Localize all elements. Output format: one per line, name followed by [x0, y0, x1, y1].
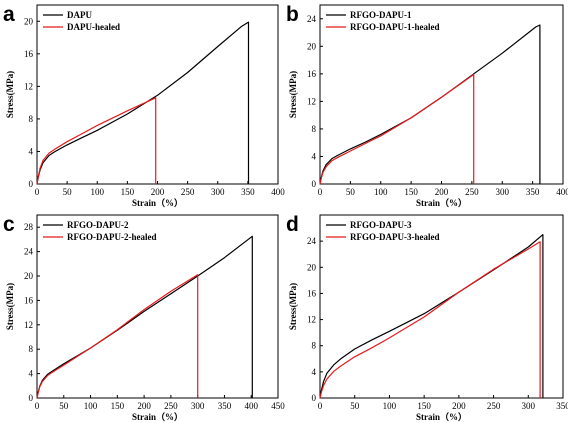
x-tick-label: 350 [218, 401, 232, 411]
y-tick-label: 12 [24, 81, 33, 91]
x-tick-label: 150 [404, 187, 418, 197]
x-tick-label: 250 [181, 187, 195, 197]
series-line-healed [319, 241, 541, 399]
legend-label: RFGO-DAPU-1-healed [350, 22, 440, 32]
y-tick-label: 16 [24, 295, 34, 305]
y-tick-label: 20 [307, 262, 317, 272]
plot-frame [319, 214, 564, 399]
x-tick-label: 350 [241, 187, 255, 197]
y-tick-label: 4 [29, 146, 34, 156]
y-tick-label: 20 [24, 271, 34, 281]
y-axis-title: Stress(MPa) [5, 71, 15, 118]
series-line-healed [319, 73, 475, 185]
x-tick-label: 200 [151, 187, 165, 197]
y-tick-label: 20 [307, 41, 317, 51]
y-tick-label: 8 [29, 344, 34, 354]
legend-label: RFGO-DAPU-1 [350, 10, 412, 20]
x-tick-label: 50 [59, 401, 69, 411]
x-tick-label: 200 [137, 401, 151, 411]
x-tick-label: 400 [271, 187, 285, 197]
y-tick-label: 8 [29, 114, 34, 124]
plot-frame [36, 214, 279, 399]
x-axis-title: Strain（%） [132, 412, 183, 422]
x-tick-label: 0 [35, 401, 40, 411]
series-line-original [319, 24, 541, 185]
x-tick-label: 50 [346, 187, 356, 197]
x-tick-label: 200 [452, 401, 466, 411]
y-tick-label: 12 [24, 320, 33, 330]
x-tick-label: 0 [35, 187, 40, 197]
x-axis-title: Strain（%） [132, 198, 183, 208]
y-tick-label: 4 [312, 367, 317, 377]
legend-label: RFGO-DAPU-3 [350, 220, 412, 230]
x-tick-label: 100 [84, 401, 98, 411]
y-tick-label: 0 [29, 179, 34, 189]
y-axis-title: Stress(MPa) [288, 283, 298, 330]
legend-label: RFGO-DAPU-2 [67, 220, 129, 230]
y-tick-label: 12 [307, 315, 316, 325]
panel-letter: c [3, 213, 15, 236]
x-tick-label: 200 [435, 187, 449, 197]
y-tick-label: 24 [307, 14, 317, 24]
x-tick-label: 300 [496, 187, 510, 197]
y-tick-label: 0 [312, 179, 317, 189]
x-tick-label: 250 [487, 401, 501, 411]
y-axis-title: Stress(MPa) [288, 71, 298, 118]
chart-panel-a: 0 50 100 150 200 250 300 350 400 0 4 8 12 16 20 Strain（… [3, 3, 285, 208]
x-tick-label: 150 [121, 187, 135, 197]
x-tick-label: 250 [465, 187, 479, 197]
y-tick-label: 24 [24, 247, 34, 257]
x-tick-label: 50 [350, 401, 360, 411]
legend-label: DAPU [67, 10, 92, 20]
legend-label: RFGO-DAPU-2-healed [67, 232, 157, 242]
x-tick-label: 150 [111, 401, 125, 411]
x-tick-label: 100 [91, 187, 105, 197]
x-tick-label: 350 [556, 401, 568, 411]
series-line-original [36, 235, 253, 399]
y-tick-label: 16 [24, 49, 34, 59]
panel-letter: a [3, 3, 15, 26]
y-tick-label: 28 [24, 222, 34, 232]
x-tick-label: 150 [417, 401, 431, 411]
y-tick-label: 0 [29, 393, 34, 403]
x-tick-label: 0 [318, 187, 323, 197]
y-tick-label: 20 [24, 16, 34, 26]
y-tick-label: 24 [307, 236, 317, 246]
y-tick-label: 4 [29, 369, 34, 379]
chart-panel-c: 0 50 100 150 200 250 300 350 400 450 0 4 8 12 16 20 24 28… [3, 213, 285, 422]
y-tick-label: 12 [307, 96, 316, 106]
x-tick-label: 250 [164, 401, 178, 411]
series-line-healed [36, 97, 157, 185]
x-axis-title: Strain（%） [416, 198, 467, 208]
y-tick-label: 8 [312, 124, 317, 134]
y-tick-label: 8 [312, 341, 317, 351]
chart-panel-b: 0 50 100 150 200 250 300 350 400 0 4 8 12 16 20 24 Strai… [286, 3, 568, 208]
x-tick-label: 350 [526, 187, 540, 197]
legend-label: DAPU-healed [67, 22, 120, 32]
y-axis-title: Stress(MPa) [5, 283, 15, 330]
series-line-original [36, 21, 250, 185]
x-tick-label: 50 [63, 187, 73, 197]
x-tick-label: 0 [318, 401, 323, 411]
series-line-original [319, 234, 544, 399]
y-tick-label: 16 [307, 288, 317, 298]
x-tick-label: 100 [383, 401, 397, 411]
chart-panel-d: 0 50 100 150 200 250 300 350 0 4 8 12 16 20 24 Strain（%… [286, 213, 568, 422]
x-tick-label: 450 [271, 401, 285, 411]
x-tick-label: 400 [244, 401, 258, 411]
x-tick-label: 400 [556, 187, 568, 197]
x-tick-label: 300 [211, 187, 225, 197]
panel-letter: d [286, 213, 299, 236]
panel-letter: b [286, 3, 299, 26]
x-tick-label: 300 [522, 401, 536, 411]
x-axis-title: Strain（%） [416, 412, 467, 422]
y-tick-label: 16 [307, 69, 317, 79]
x-tick-label: 300 [191, 401, 205, 411]
x-tick-label: 100 [374, 187, 388, 197]
y-tick-label: 0 [312, 393, 317, 403]
y-tick-label: 4 [312, 151, 317, 161]
series-line-healed [36, 274, 199, 399]
legend-label: RFGO-DAPU-3-healed [350, 232, 440, 242]
